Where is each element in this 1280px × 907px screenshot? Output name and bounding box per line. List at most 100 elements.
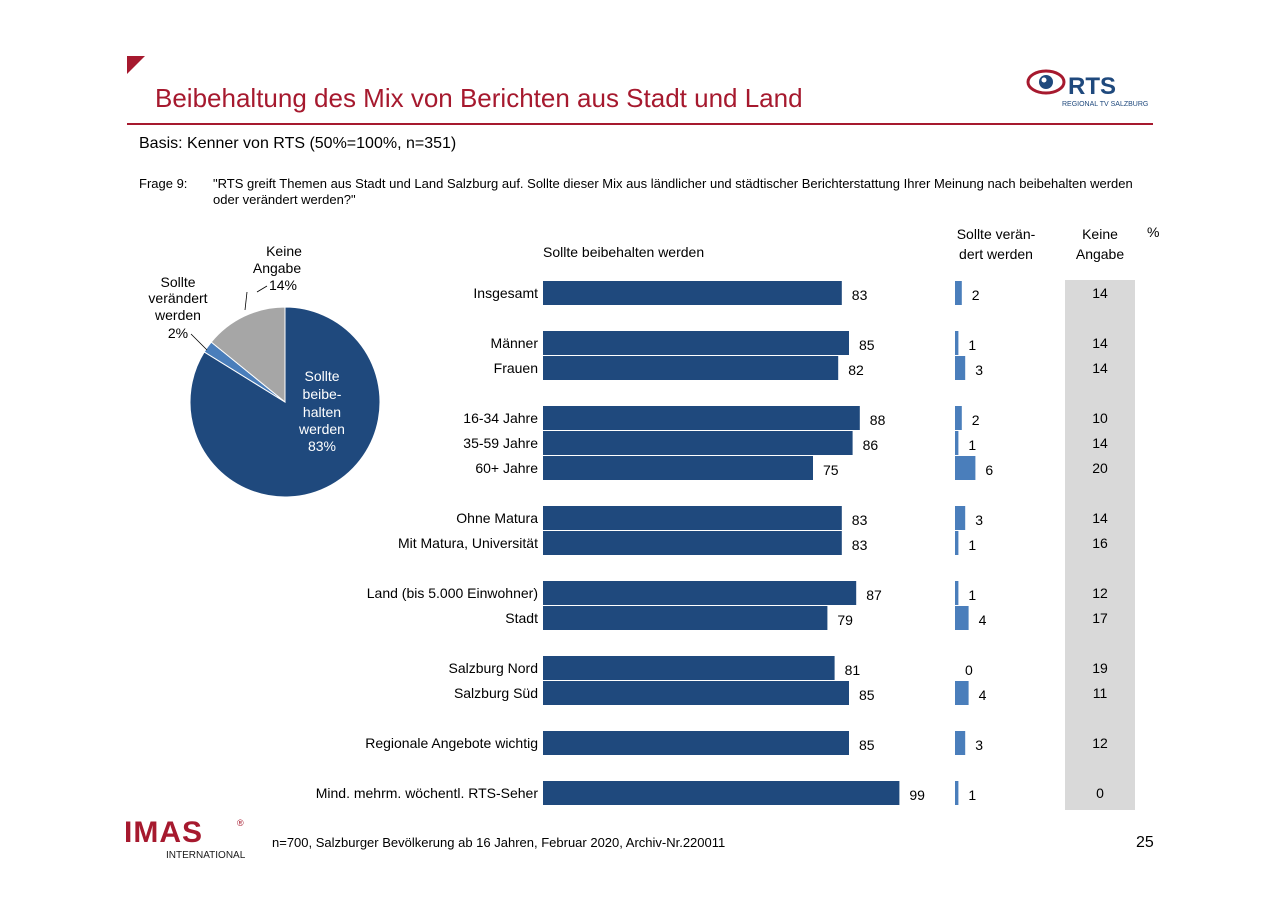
pie-label-keine-1: Keine [266, 243, 302, 259]
header-none-line1: Keine [1082, 226, 1118, 242]
bar-keep [543, 281, 842, 305]
bar-keep [543, 431, 853, 455]
page-number: 25 [1136, 834, 1154, 851]
category-label: 35-59 Jahre [463, 435, 538, 451]
basis-text: Basis: Kenner von RTS (50%=100%, n=351) [139, 135, 457, 152]
header-percent: % [1147, 224, 1160, 240]
bar-keep [543, 781, 900, 805]
none-value: 14 [1092, 435, 1108, 451]
bar-change-value: 1 [968, 337, 976, 353]
pie-label-keine-pct: 14% [269, 277, 297, 293]
none-value: 20 [1092, 460, 1108, 476]
bar-keep [543, 681, 849, 705]
bar-keep-value: 83 [852, 512, 868, 528]
none-value: 10 [1092, 410, 1108, 426]
bar-change [955, 531, 959, 555]
none-value: 12 [1092, 585, 1108, 601]
rts-logo-subtitle: REGIONAL TV SALZBURG [1062, 101, 1148, 108]
pie-label-veraendert-2: verändert [148, 290, 207, 306]
bar-change-value: 3 [975, 737, 983, 753]
category-label: Regionale Angebote wichtig [365, 735, 538, 751]
bar-change-value: 2 [972, 412, 980, 428]
pie-label-veraendert-3: werden [154, 307, 201, 323]
bar-change [955, 606, 969, 630]
leader-line-keine [256, 285, 268, 293]
none-value: 14 [1092, 510, 1108, 526]
none-value: 14 [1092, 335, 1108, 351]
none-value: 12 [1092, 735, 1108, 751]
corner-mark [127, 56, 145, 74]
imas-logo-text: IMAS [124, 816, 203, 849]
none-value: 14 [1092, 360, 1108, 376]
pie-label-beibehalten-pct: 83% [308, 438, 336, 454]
pie-chart: Keine Angabe 14% Sollte verändert werden… [148, 243, 381, 498]
category-label: Frauen [494, 360, 538, 376]
none-value: 11 [1093, 685, 1108, 701]
bar-keep [543, 406, 860, 430]
imas-registered-mark: ® [237, 818, 244, 828]
bar-change-value: 1 [968, 437, 976, 453]
rts-logo-text: RTS [1068, 73, 1116, 100]
category-label: Männer [491, 335, 539, 351]
bar-keep-value: 81 [845, 662, 861, 678]
pie-label-veraendert-1: Sollte [160, 274, 195, 290]
imas-logo-subtitle: INTERNATIONAL [166, 850, 246, 861]
bar-change [955, 731, 966, 755]
question-label: Frage 9: [139, 176, 188, 191]
header-change: Sollte verän- dert werden [944, 224, 1048, 264]
rts-eye-outer [1026, 69, 1066, 95]
none-value: 16 [1092, 535, 1108, 551]
bar-change [955, 506, 966, 530]
bar-change-value: 4 [979, 612, 987, 628]
title-divider [127, 123, 1153, 125]
bar-change-value: 2 [972, 287, 980, 303]
leader-line-keine-2 [244, 291, 248, 311]
category-label: Mit Matura, Universität [398, 535, 538, 551]
header-change-line2: dert werden [959, 246, 1033, 262]
bar-change-value: 1 [968, 587, 976, 603]
bar-keep-value: 87 [866, 587, 882, 603]
category-label: Ohne Matura [456, 510, 538, 526]
bar-keep-value: 82 [848, 362, 864, 378]
category-label: 16-34 Jahre [463, 410, 538, 426]
pie-label-beibehalten-3: halten [303, 404, 341, 420]
pie-label-beibehalten-2: beibe- [303, 386, 342, 402]
question-text: "RTS greift Themen aus Stadt und Land Sa… [213, 176, 1133, 207]
bar-keep [543, 531, 842, 555]
category-label: Salzburg Süd [454, 685, 538, 701]
none-value: 0 [1096, 785, 1104, 801]
bar-keep-value: 85 [859, 687, 875, 703]
bar-change-value: 3 [975, 362, 983, 378]
header-change-line1: Sollte verän- [956, 226, 1036, 242]
rts-eye-highlight [1041, 77, 1047, 83]
bar-keep [543, 606, 828, 630]
footer-note: n=700, Salzburger Bevölkerung ab 16 Jahr… [272, 835, 726, 850]
imas-logo: IMAS ® INTERNATIONAL [124, 816, 246, 861]
header-keep: Sollte beibehalten werden [543, 244, 705, 260]
none-column-background [1065, 280, 1135, 810]
pie-label-beibehalten-4: werden [298, 421, 345, 437]
bar-change [955, 281, 962, 305]
page-title: Beibehaltung des Mix von Berichten aus S… [155, 83, 803, 113]
header-none: Keine Angabe [1065, 224, 1135, 264]
leader-line-veraendert [190, 333, 208, 351]
bar-keep-value: 88 [870, 412, 886, 428]
category-label: 60+ Jahre [475, 460, 538, 476]
bar-keep [543, 456, 813, 480]
bar-change-value: 1 [968, 787, 976, 803]
category-label: Insgesamt [473, 285, 538, 301]
pie-label-veraendert-pct: 2% [168, 325, 188, 341]
bar-change [955, 781, 959, 805]
bar-change [955, 581, 959, 605]
bar-keep-value: 83 [852, 287, 868, 303]
bar-keep-value: 75 [823, 462, 839, 478]
none-value: 17 [1092, 610, 1108, 626]
bar-keep-value: 86 [863, 437, 879, 453]
rts-logo: RTS REGIONAL TV SALZBURG [1026, 69, 1148, 108]
bar-change-value: 6 [985, 462, 993, 478]
pie-slice-keine-angabe [210, 306, 286, 404]
bar-change [955, 406, 962, 430]
bar-keep-value: 85 [859, 337, 875, 353]
bar-change [955, 431, 959, 455]
